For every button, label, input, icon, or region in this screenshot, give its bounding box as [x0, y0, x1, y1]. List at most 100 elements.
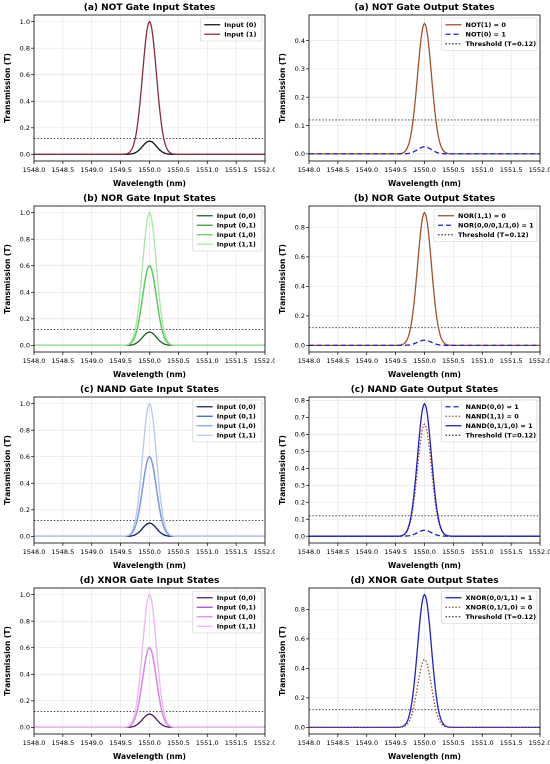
x-tick-label: 1550.5: [167, 166, 190, 174]
x-tick-label: 1549.5: [109, 739, 132, 747]
x-tick-label: 1552.0: [529, 739, 550, 747]
x-tick-label: 1548.5: [327, 166, 350, 174]
series-line: [309, 658, 540, 729]
y-tick-label: 0.4: [20, 671, 30, 679]
legend-label: Threshold (T=0.12): [466, 613, 537, 621]
x-tick-label: 1549.0: [80, 357, 103, 365]
y-axis-label: Transmission (T): [278, 435, 287, 505]
y-axis-label: Transmission (T): [278, 53, 287, 123]
y-tick-label: 0.0: [295, 533, 305, 541]
legend-label: Input (0,0): [217, 212, 256, 220]
x-tick-label: 1551.5: [225, 739, 248, 747]
y-tick-label: 0.7: [295, 414, 305, 422]
y-tick-label: 0.6: [20, 453, 30, 461]
y-axis-label: Transmission (T): [278, 244, 287, 314]
y-axis-label: Transmission (T): [3, 244, 12, 314]
y-tick-label: 0.6: [20, 262, 30, 270]
x-tick-label: 1551.5: [500, 548, 523, 556]
y-tick-label: 0.4: [295, 665, 305, 673]
x-axis-label: Wavelength (nm): [113, 370, 186, 379]
legend-label: Input (1,1): [217, 432, 256, 440]
y-tick-label: 0.6: [20, 644, 30, 652]
x-tick-label: 1551.0: [471, 739, 494, 747]
x-tick-label: 1551.5: [225, 357, 248, 365]
legend-label: Threshold (T=0.12): [458, 231, 529, 239]
x-axis-label: Wavelength (nm): [113, 561, 186, 570]
x-tick-label: 1551.0: [471, 548, 494, 556]
y-tick-label: 0.0: [295, 342, 305, 350]
legend-label: Input (0,1): [217, 413, 256, 421]
y-tick-label: 0.0: [20, 724, 30, 732]
x-tick-label: 1551.5: [225, 166, 248, 174]
legend-label: Threshold (T=0.12): [466, 432, 537, 440]
legend-label: Input (1,1): [217, 241, 256, 249]
y-tick-label: 0.0: [295, 150, 305, 158]
x-tick-label: 1550.5: [442, 357, 465, 365]
x-tick-label: 1549.5: [384, 357, 407, 365]
x-tick-label: 1550.5: [442, 166, 465, 174]
legend-label: Input (0,1): [217, 222, 256, 230]
y-tick-label: 1.0: [20, 18, 30, 26]
legend-label: NAND(1,1) = 0: [466, 413, 520, 421]
x-tick-label: 1550.0: [413, 166, 436, 174]
y-tick-label: 0.2: [20, 315, 30, 323]
y-tick-label: 0.4: [295, 283, 305, 291]
y-tick-label: 1.0: [20, 591, 30, 599]
series-line: [34, 20, 265, 156]
x-tick-label: 1548.0: [23, 357, 46, 365]
x-tick-label: 1551.5: [500, 357, 523, 365]
x-tick-label: 1550.0: [138, 166, 161, 174]
x-tick-label: 1550.5: [167, 548, 190, 556]
x-axis-label: Wavelength (nm): [388, 179, 461, 188]
x-axis-label: Wavelength (nm): [388, 370, 461, 379]
y-tick-label: 0.5: [295, 448, 305, 456]
legend-label: NOR(1,1) = 0: [458, 212, 506, 220]
y-tick-label: 0.4: [20, 98, 30, 106]
x-tick-label: 1552.0: [529, 548, 550, 556]
x-tick-label: 1551.5: [225, 548, 248, 556]
chart-panel: (d) XNOR Gate Input States 1548.0 1548.5 15…: [3, 576, 275, 761]
x-tick-label: 1550.0: [138, 357, 161, 365]
y-tick-label: 0.0: [20, 533, 30, 541]
legend-label: NOT(0) = 1: [466, 31, 507, 39]
legend: Input (0,0) Input (0,1)Input (1,0) Input (…: [192, 590, 263, 634]
series-line: [309, 146, 540, 155]
x-tick-label: 1551.0: [196, 548, 219, 556]
x-tick-label: 1551.5: [500, 739, 523, 747]
legend-label: Input (1): [224, 31, 256, 39]
chart-title: (d) XNOR Gate Input States: [80, 576, 220, 586]
legend-label: NOR(0,0/0,1/1,0) = 1: [458, 222, 534, 230]
x-axis-label: Wavelength (nm): [388, 752, 461, 761]
y-tick-label: 0.6: [295, 635, 305, 643]
y-tick-label: 0.2: [295, 694, 305, 702]
legend: Input (0,0) Input (0,1)Input (1,0) Input (…: [192, 208, 263, 252]
y-tick-label: 0.2: [295, 94, 305, 102]
chart-title: (a) NOT Gate Output States: [354, 3, 494, 13]
y-tick-label: 0.2: [20, 697, 30, 705]
y-tick-label: 0.8: [295, 397, 305, 405]
y-tick-label: 0.6: [20, 71, 30, 79]
x-tick-label: 1551.0: [196, 357, 219, 365]
x-tick-label: 1549.0: [355, 739, 378, 747]
x-tick-label: 1550.0: [138, 548, 161, 556]
x-tick-label: 1552.0: [529, 357, 550, 365]
legend-label: Input (0,0): [217, 594, 256, 602]
x-tick-label: 1549.0: [80, 548, 103, 556]
chart-title: (c) NAND Gate Output States: [351, 385, 499, 395]
x-tick-label: 1552.0: [529, 166, 550, 174]
y-tick-label: 0.8: [20, 426, 30, 434]
legend: Input (0,0) Input (0,1)Input (1,0) Input (…: [192, 399, 263, 443]
y-tick-label: 0.8: [295, 606, 305, 614]
x-tick-label: 1548.0: [298, 548, 321, 556]
x-tick-label: 1552.0: [254, 548, 275, 556]
legend-label: Input (1,0): [217, 422, 256, 430]
legend: XNOR(0,0/1,1) = 1 XNOR(0,1/1,0) = 0Thresh…: [441, 590, 538, 624]
x-tick-label: 1549.5: [384, 548, 407, 556]
x-axis-label: Wavelength (nm): [113, 752, 186, 761]
y-axis-label: Transmission (T): [3, 435, 12, 505]
y-tick-label: 0.0: [20, 151, 30, 159]
x-tick-label: 1548.5: [327, 548, 350, 556]
x-tick-label: 1548.0: [23, 739, 46, 747]
chart-title: (d) XNOR Gate Output States: [350, 576, 498, 586]
